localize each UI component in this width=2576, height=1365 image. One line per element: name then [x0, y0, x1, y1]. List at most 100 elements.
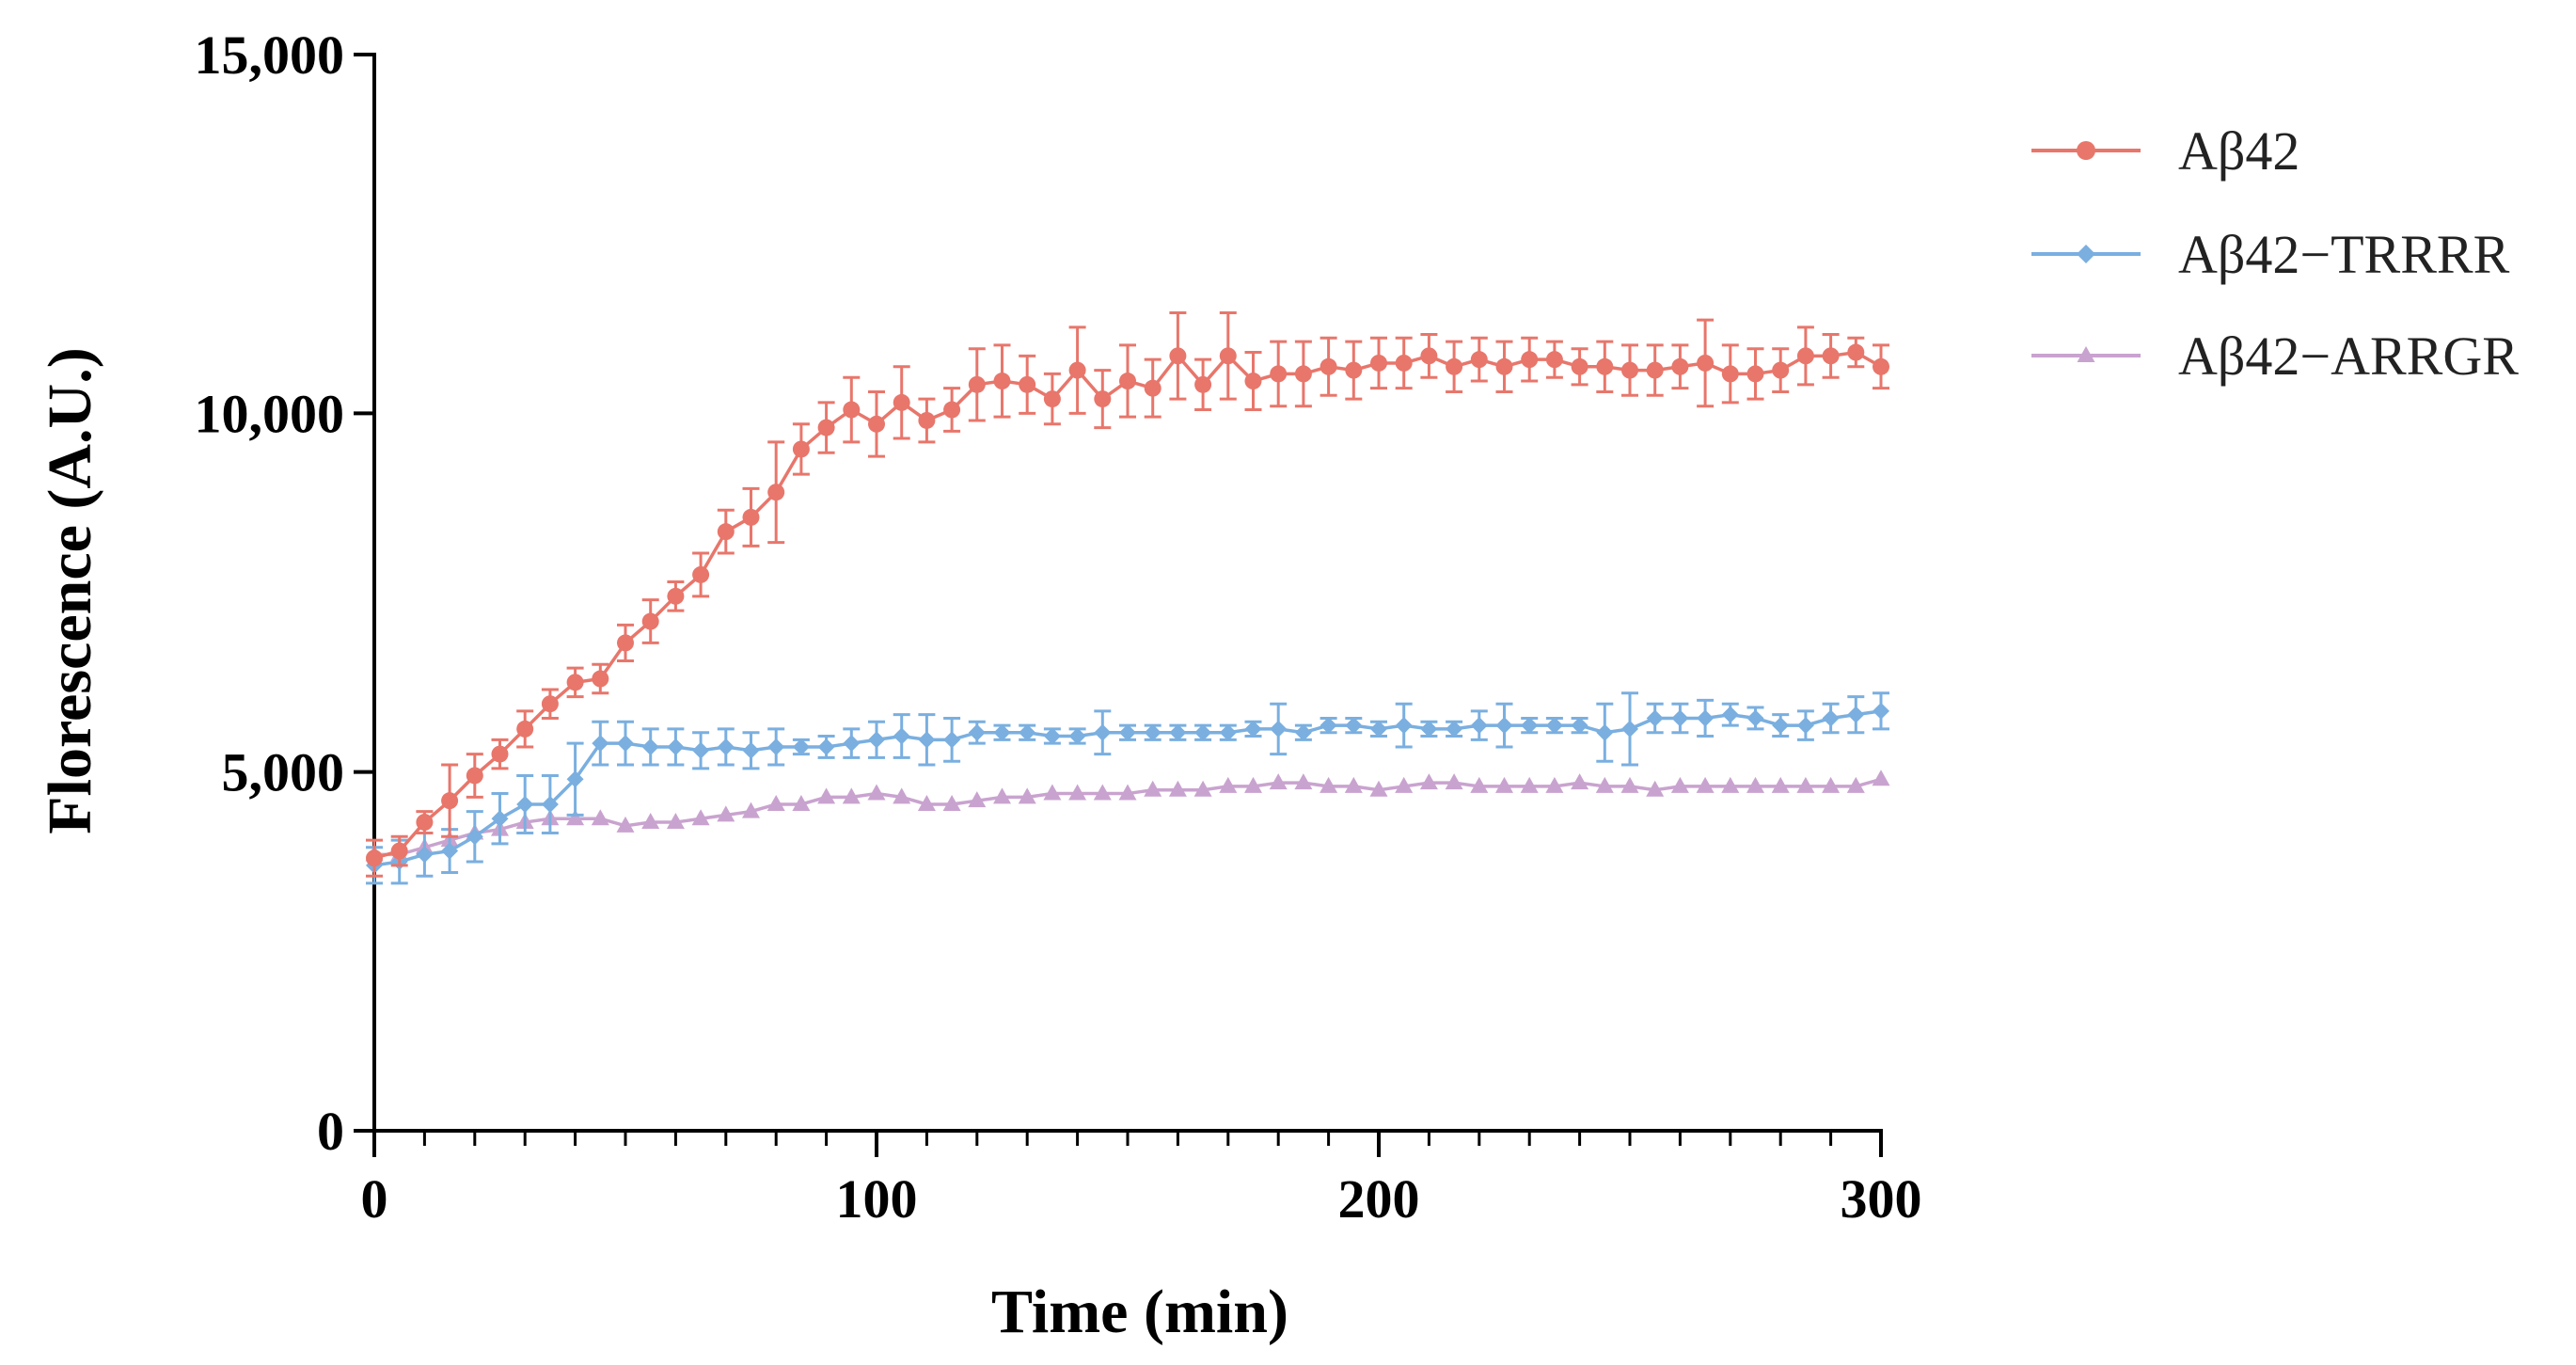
- data-point: [1219, 723, 1237, 741]
- data-point: [1822, 347, 1840, 365]
- legend-item: Aβ42−ARRGR: [2031, 325, 2519, 387]
- y-tick-label: 15,000: [195, 24, 345, 86]
- data-point: [943, 401, 961, 419]
- data-point: [1822, 709, 1840, 727]
- data-point: [491, 745, 509, 763]
- series-a-42-arrgr: [365, 770, 1890, 862]
- data-point: [366, 849, 383, 867]
- data-point: [1244, 776, 1262, 793]
- data-point: [1520, 776, 1539, 793]
- data-point: [616, 816, 635, 833]
- data-point: [1721, 776, 1740, 793]
- x-axis-title: Time (min): [991, 1278, 1288, 1346]
- legend: Aβ42 Aβ42−TRRRR Aβ42−ARRGR: [2031, 120, 2519, 387]
- data-point: [868, 415, 885, 433]
- data-point: [893, 727, 910, 745]
- data-point: [617, 735, 634, 753]
- data-point: [917, 794, 936, 811]
- x-tick-label: 300: [1841, 1168, 1922, 1230]
- data-point: [1771, 776, 1790, 793]
- data-point: [1119, 723, 1136, 741]
- data-point: [968, 723, 986, 741]
- data-point: [1169, 723, 1187, 741]
- data-point: [1094, 723, 1112, 741]
- data-point: [717, 805, 735, 822]
- data-point: [1395, 354, 1413, 372]
- data-point: [566, 809, 585, 826]
- data-point: [591, 809, 609, 826]
- data-point: [993, 787, 1011, 804]
- data-point: [1019, 375, 1036, 393]
- y-axis-title: Florescence (A.U.): [36, 347, 104, 833]
- y-tick-label: 0: [317, 1101, 344, 1162]
- data-point: [1270, 720, 1288, 738]
- data-point: [1446, 720, 1463, 738]
- data-point: [1244, 373, 1262, 390]
- data-point: [1144, 780, 1162, 797]
- data-point: [1847, 343, 1865, 361]
- data-point: [1320, 357, 1337, 375]
- data-point: [1068, 727, 1086, 745]
- data-point: [692, 741, 710, 759]
- data-point: [641, 813, 660, 830]
- legend-marker: [2077, 245, 2095, 263]
- legend-label: Aβ42−ARRGR: [2178, 325, 2519, 387]
- data-point: [1043, 390, 1061, 408]
- data-point: [1646, 780, 1665, 797]
- data-point: [1822, 776, 1841, 793]
- data-point: [1370, 354, 1387, 372]
- data-point: [1796, 717, 1814, 735]
- data-point: [1621, 720, 1638, 738]
- data-point: [1545, 351, 1563, 369]
- data-point: [867, 784, 886, 801]
- x-tick-label: 100: [836, 1168, 918, 1230]
- data-point: [1094, 390, 1112, 408]
- data-point: [1018, 787, 1036, 804]
- data-point: [592, 670, 609, 688]
- data-point: [491, 810, 509, 828]
- y-tick-label: 10,000: [195, 383, 345, 444]
- data-point: [617, 634, 634, 652]
- data-point: [1620, 776, 1639, 793]
- data-point: [993, 373, 1011, 390]
- data-point: [968, 375, 986, 393]
- data-point: [1646, 709, 1664, 727]
- data-point: [1144, 723, 1162, 741]
- data-point: [1495, 776, 1513, 793]
- data-point: [1696, 776, 1715, 793]
- data-point: [1470, 776, 1489, 793]
- data-point: [390, 842, 408, 860]
- data-point: [1395, 717, 1413, 735]
- data-point: [691, 809, 710, 826]
- series-a-42-trrrr: [366, 691, 1889, 885]
- data-point: [1521, 717, 1539, 735]
- data-point: [1746, 709, 1764, 727]
- data-point: [843, 401, 861, 419]
- data-point: [792, 738, 810, 755]
- data-point: [441, 842, 459, 860]
- data-point: [1219, 776, 1238, 793]
- data-point: [641, 612, 659, 630]
- data-point: [1369, 780, 1388, 797]
- data-point: [1671, 357, 1689, 375]
- data-point: [1621, 361, 1638, 379]
- axes: 0 5,000 10,000 15,000 0 100 200 300: [195, 24, 1922, 1230]
- data-point: [792, 440, 810, 458]
- data-point: [1646, 361, 1664, 379]
- data-point: [466, 767, 483, 785]
- data-point: [1370, 720, 1387, 738]
- data-point: [1697, 709, 1715, 727]
- data-point: [1796, 776, 1815, 793]
- data-point: [943, 731, 961, 749]
- data-point: [441, 792, 459, 810]
- data-point: [893, 787, 911, 804]
- data-point: [1495, 717, 1513, 735]
- data-point: [742, 802, 760, 818]
- data-point: [817, 738, 835, 755]
- data-point: [843, 735, 861, 753]
- data-point: [592, 735, 609, 753]
- data-point: [1219, 347, 1237, 365]
- data-point: [1420, 720, 1438, 738]
- data-point: [516, 795, 534, 813]
- data-point: [692, 565, 710, 583]
